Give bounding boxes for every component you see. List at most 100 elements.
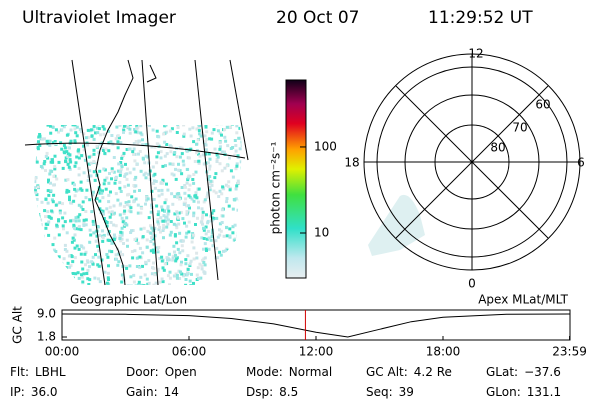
pixel: [89, 233, 93, 237]
pixel: [43, 247, 47, 251]
pixel: [73, 139, 77, 143]
pixel: [46, 189, 50, 193]
pixel: [83, 158, 87, 162]
pixel: [228, 273, 232, 277]
pixel: [75, 134, 79, 138]
pixel: [118, 173, 122, 177]
pixel: [60, 262, 64, 266]
pixel: [223, 280, 227, 284]
pixel: [125, 266, 129, 270]
pixel: [235, 282, 239, 285]
pixel: [185, 212, 189, 216]
pixel: [220, 150, 224, 154]
status-field: GC Alt: 4.2 Re: [366, 365, 452, 379]
pixel: [235, 125, 239, 128]
pixel: [38, 133, 42, 136]
pixel: [64, 284, 68, 285]
pixel: [177, 211, 181, 215]
pixel: [110, 250, 114, 254]
pixel: [165, 256, 169, 260]
pixel: [141, 251, 145, 255]
pixel: [215, 125, 219, 126]
pixel: [91, 262, 95, 266]
pixel: [163, 209, 166, 213]
pixel: [40, 200, 44, 204]
pixel: [176, 126, 180, 129]
pixel: [114, 253, 118, 257]
pixel: [179, 210, 183, 214]
pixel: [37, 140, 40, 144]
pixel: [104, 286, 107, 289]
pixel: [140, 206, 144, 210]
pixel: [155, 161, 159, 165]
pixel: [101, 236, 105, 240]
pixel: [119, 170, 122, 174]
pixel: [215, 286, 218, 289]
pixel: [175, 131, 179, 134]
pixel: [208, 157, 212, 161]
pixel: [34, 191, 38, 195]
pixel: [162, 224, 166, 227]
pixel: [156, 220, 160, 224]
pixel: [125, 238, 129, 242]
pixel: [153, 172, 157, 176]
pixel: [235, 131, 239, 135]
pixel: [84, 136, 88, 140]
pixel: [134, 130, 138, 134]
pixel: [86, 259, 89, 263]
pixel: [198, 154, 202, 158]
pixel: [51, 125, 55, 129]
status-field: GLat: −37.6: [486, 365, 561, 379]
pixel: [43, 263, 47, 267]
pixel: [36, 135, 40, 139]
pixel: [134, 197, 138, 201]
pixel: [98, 233, 101, 237]
pixel: [241, 275, 242, 279]
pixel: [65, 231, 69, 235]
pixel: [93, 125, 97, 126]
pixel: [155, 204, 159, 208]
pixel: [147, 172, 151, 176]
status-key: Mode:: [246, 365, 283, 379]
pixel: [77, 156, 81, 160]
pixel: [172, 274, 176, 278]
pixel: [160, 259, 164, 263]
pixel: [163, 140, 167, 144]
pixel: [39, 218, 43, 222]
pixel: [128, 125, 132, 127]
pixel: [120, 156, 124, 160]
pixel: [228, 156, 231, 160]
pixel: [196, 138, 200, 142]
pixel: [54, 203, 58, 207]
pixel: [215, 160, 219, 163]
pixel: [236, 234, 239, 238]
pixel: [228, 234, 232, 238]
pixel: [242, 286, 245, 289]
pixel: [76, 188, 80, 192]
pixel: [31, 170, 34, 173]
pixel: [231, 246, 235, 250]
pixel: [192, 140, 196, 144]
pixel: [144, 154, 148, 158]
pixel: [44, 197, 48, 201]
pixel: [110, 210, 114, 214]
pixel: [145, 245, 149, 249]
pixel: [243, 285, 246, 288]
pixel: [69, 160, 73, 164]
pixel: [68, 167, 72, 171]
pixel: [34, 211, 36, 215]
pixel: [116, 285, 119, 288]
pixel: [92, 148, 96, 152]
pixel: [43, 160, 47, 163]
pixel: [48, 172, 52, 176]
pixel: [162, 227, 166, 230]
pixel: [75, 125, 79, 129]
status-value: 39: [399, 385, 414, 399]
pixel: [204, 125, 208, 129]
pixel: [102, 167, 106, 171]
pixel: [126, 167, 129, 171]
pixel: [127, 209, 131, 213]
pixel: [107, 210, 111, 214]
pixel: [177, 192, 181, 195]
pixel: [240, 261, 242, 265]
